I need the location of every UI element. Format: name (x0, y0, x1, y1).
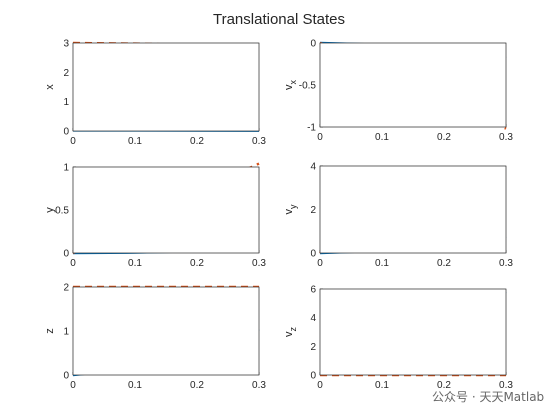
x-tick-label: 0.2 (437, 258, 451, 269)
y-tick-label: 3 (63, 39, 69, 50)
x-tick-label: 0.3 (499, 380, 513, 391)
y-axis-label: z (44, 328, 56, 334)
y-axis-label: vy (283, 204, 298, 215)
y-axis-label: x (44, 84, 56, 90)
y-tick-label: 2 (310, 205, 316, 216)
y-axis-label: vx (283, 80, 298, 91)
x-tick-label: 0.1 (375, 380, 389, 391)
y-tick-label: 0 (310, 39, 316, 50)
axes-frame (319, 165, 507, 254)
subplot-5: 0 0.1 0.2 0.3 0 1 2 z (44, 283, 266, 392)
x-tick-label: 0.1 (128, 258, 142, 269)
x-tick-label: 0.3 (252, 258, 266, 269)
y-tick-label: 2 (310, 342, 316, 353)
y-axis-label: y (44, 207, 56, 213)
y-tick-label: 1 (63, 327, 69, 338)
x-tick-label: 0.3 (252, 136, 266, 147)
x-tick-label: 0 (317, 132, 323, 143)
x-tick-label: 0.2 (190, 136, 204, 147)
y-axis-label: vz (283, 327, 298, 338)
subplot-6: 0 0.1 0.2 0.3 0 2 4 6 vz (283, 285, 513, 392)
x-tick-label: 0.3 (252, 380, 266, 391)
y-tick-label: 6 (310, 285, 316, 296)
y-tick-label: 2 (63, 283, 69, 294)
axes-frame (319, 288, 507, 376)
x-tick-label: 0 (317, 380, 323, 391)
x-tick-label: 0.3 (499, 132, 513, 143)
subplot-2: 0 0.1 0.2 0.3 -1 -0.5 0 vx (283, 39, 513, 144)
watermark: 公众号 · 天天Matlab (432, 390, 545, 404)
y-tick-label: 1 (63, 97, 69, 108)
y-tick-label: 0 (63, 371, 69, 382)
y-tick-label: 0 (310, 371, 316, 382)
figure-title: Translational States (213, 11, 345, 28)
y-tick-label: 2 (63, 68, 69, 79)
y-tick-label: 0.5 (55, 206, 69, 217)
x-tick-label: 0 (70, 380, 76, 391)
x-tick-label: 0.1 (128, 136, 142, 147)
x-tick-label: 0.1 (375, 132, 389, 143)
subplot-grid: 0 0.1 0.2 0.3 0 1 2 3 x 0 0.1 0.2 0.3 -1 -0.5 0 vx 0 0.1 0.… (44, 39, 513, 392)
x-tick-label: 0.2 (437, 380, 451, 391)
y-tick-label: 4 (310, 162, 316, 173)
axes-frame (72, 166, 260, 254)
y-tick-label: -1 (307, 123, 316, 134)
y-tick-label: 0 (310, 249, 316, 260)
y-tick-label: 1 (63, 163, 69, 174)
x-tick-label: 0.2 (190, 380, 204, 391)
subplot-3: 0 0.1 0.2 0.3 0 0.5 1 y (44, 163, 266, 270)
x-tick-label: 0.2 (190, 258, 204, 269)
x-tick-label: 0.3 (499, 258, 513, 269)
subplot-1: 0 0.1 0.2 0.3 0 1 2 3 x (44, 39, 266, 148)
subplot-4: 0 0.1 0.2 0.3 0 2 4 vy (283, 162, 513, 270)
y-tick-label: 0 (63, 127, 69, 138)
x-tick-label: 0 (317, 258, 323, 269)
y-tick-label: 0 (63, 249, 69, 260)
x-tick-label: 0.1 (375, 258, 389, 269)
y-tick-label: 4 (310, 313, 316, 324)
x-tick-label: 0.1 (128, 380, 142, 391)
y-tick-label: -0.5 (299, 81, 317, 92)
x-tick-label: 0 (70, 258, 76, 269)
x-tick-label: 0 (70, 136, 76, 147)
x-tick-label: 0.2 (437, 132, 451, 143)
axes-frame (319, 42, 507, 128)
axes-frame (72, 42, 260, 132)
axes-frame (72, 286, 260, 376)
